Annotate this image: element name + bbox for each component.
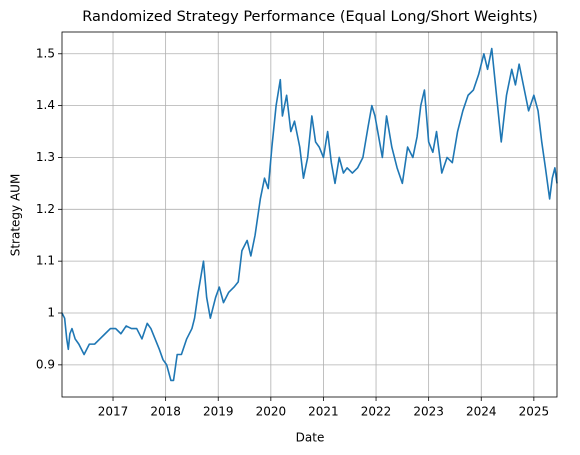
y-axis-label: Strategy AUM (9, 174, 23, 257)
y-tick-label: 1.1 (36, 254, 55, 268)
plot-frame (61, 31, 558, 398)
x-tick-label: 2020 (256, 405, 287, 419)
x-tick-label: 2021 (308, 405, 339, 419)
x-tick-label: 2019 (203, 405, 234, 419)
x-tick-label: 2022 (361, 405, 392, 419)
line-series (61, 47, 558, 382)
y-tick-label: 1.2 (36, 202, 55, 216)
x-tick-label: 2017 (98, 405, 129, 419)
x-tick-label: 2024 (466, 405, 497, 419)
x-axis-label: Date (296, 431, 325, 445)
y-tick-label: 0.9 (36, 357, 55, 371)
x-tick-label: 2023 (413, 405, 444, 419)
x-tick-label: 2018 (150, 405, 181, 419)
y-tick-label: 1.3 (36, 150, 55, 164)
y-tick-label: 1 (47, 306, 55, 320)
chart-title: Randomized Strategy Performance (Equal L… (82, 9, 538, 25)
y-tick-label: 1.4 (36, 98, 55, 112)
x-tick-label: 2025 (519, 405, 550, 419)
y-tick-label: 1.5 (36, 46, 55, 60)
